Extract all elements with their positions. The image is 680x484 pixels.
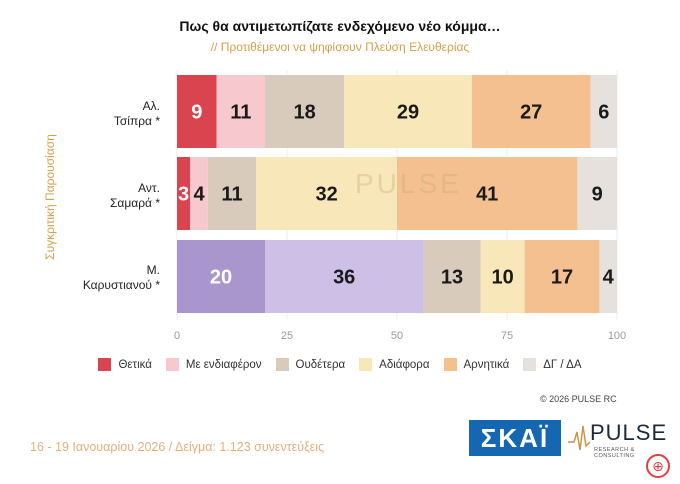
pulse-logo-word: PULSE (590, 420, 668, 445)
legend-item: Αρνητικά (443, 358, 510, 371)
data-label: 27 (520, 102, 542, 124)
legend-label: Θετικά (118, 358, 152, 371)
legend-swatch (275, 358, 289, 371)
bar-segment (207, 157, 257, 230)
legend-label: Αδιάφορα (379, 358, 430, 371)
legend-item: Ουδέτερα (275, 358, 346, 371)
bar-segment (265, 240, 424, 313)
chart-subtitle: // Προτιθέμενοι να ψηφίσουν Πλεύση Ελευθ… (210, 40, 470, 54)
data-label: 3 (178, 184, 189, 206)
legend-swatch (165, 358, 179, 371)
legend-swatch (523, 358, 537, 371)
legend-label: Με ενδιαφέρον (185, 358, 262, 371)
data-label: 9 (592, 184, 603, 206)
legend-item: Αδιάφορα (359, 358, 430, 371)
data-label: 41 (476, 184, 498, 206)
data-label: 6 (598, 102, 609, 124)
row-label-samaras: Αντ. Σαμαρά * (60, 181, 160, 211)
data-label: 32 (315, 184, 337, 206)
x-tick-label: 50 (391, 330, 403, 342)
row-label-tsipras: Αλ. Τσίπρα * (60, 99, 160, 129)
copyright-text: © 2026 PULSE RC (540, 394, 617, 404)
legend: Θετικά Με ενδιαφέρον Ουδέτερα Αδιάφορα Α… (0, 358, 680, 371)
pulse-watermark: PULSE (355, 168, 462, 199)
legend-item: Με ενδιαφέρον (165, 358, 262, 371)
bar-segment (397, 157, 578, 230)
row-label-karystianou: Μ. Καρυστιανού * (60, 263, 160, 293)
bar-segment (190, 157, 208, 230)
data-label: 29 (397, 102, 419, 124)
bar-segment (177, 157, 191, 230)
bar-segment (177, 240, 265, 313)
footer-text: 16 - 19 Ιανουαρίου 2026 / Δείγμα: 1.123 … (30, 440, 325, 454)
data-label: 36 (333, 267, 355, 289)
row-label-line: Μ. (146, 263, 160, 277)
chart-title: Πως θα αντιμετωπίζατε ενδεχόμενο νέο κόμ… (179, 18, 501, 34)
bar-segment (423, 240, 481, 313)
bar-segment (524, 240, 600, 313)
legend-swatch (359, 358, 373, 371)
legend-swatch (443, 358, 457, 371)
pulse-logo: PULSE RESEARCH & CONSULTING (568, 420, 668, 460)
data-label: 11 (221, 184, 242, 206)
bar-segment (256, 157, 397, 230)
legend-label: Αρνητικά (463, 358, 510, 371)
row-label-line: Τσίπρα * (113, 114, 160, 128)
row-label-line: Καρυστιανού * (82, 278, 160, 292)
row-label-line: Αντ. (138, 181, 160, 195)
data-label: 11 (230, 102, 251, 124)
data-label: 9 (191, 102, 202, 124)
legend-item: ΔΓ / ΔΑ (523, 358, 582, 371)
x-tick-label: 75 (501, 330, 513, 342)
skai-logo: ΣΚΑΪ (469, 420, 561, 456)
data-label: 18 (293, 102, 315, 124)
legend-label: ΔΓ / ΔΑ (543, 358, 582, 371)
legend-item: Θετικά (98, 358, 152, 371)
data-label: 17 (551, 267, 573, 289)
zoom-in-icon[interactable]: ⊕ (646, 454, 670, 478)
row-label-line: Σαμαρά * (110, 196, 160, 210)
bar-segment (265, 75, 345, 148)
legend-swatch (98, 358, 112, 371)
bar-segment (216, 75, 265, 148)
bar-segment (344, 75, 472, 148)
data-label: 4 (603, 267, 615, 289)
x-tick-label: 100 (608, 330, 626, 342)
bar-segment (590, 75, 617, 148)
bar-segment (471, 75, 591, 148)
data-label: 10 (491, 267, 513, 289)
x-tick-label: 25 (281, 330, 293, 342)
bar-segment (599, 240, 617, 313)
legend-label: Ουδέτερα (295, 358, 346, 371)
pulse-wave-icon (568, 425, 591, 451)
bar-segment (177, 75, 217, 148)
data-label: 20 (210, 267, 232, 289)
pulse-logo-subtitle: RESEARCH & CONSULTING (594, 447, 635, 459)
row-label-line: Αλ. (142, 99, 160, 113)
data-label: 4 (193, 184, 205, 206)
bar-segment (577, 157, 617, 230)
bar-segment (480, 240, 525, 313)
x-tick-label: 0 (174, 330, 180, 342)
data-label: 13 (441, 267, 463, 289)
